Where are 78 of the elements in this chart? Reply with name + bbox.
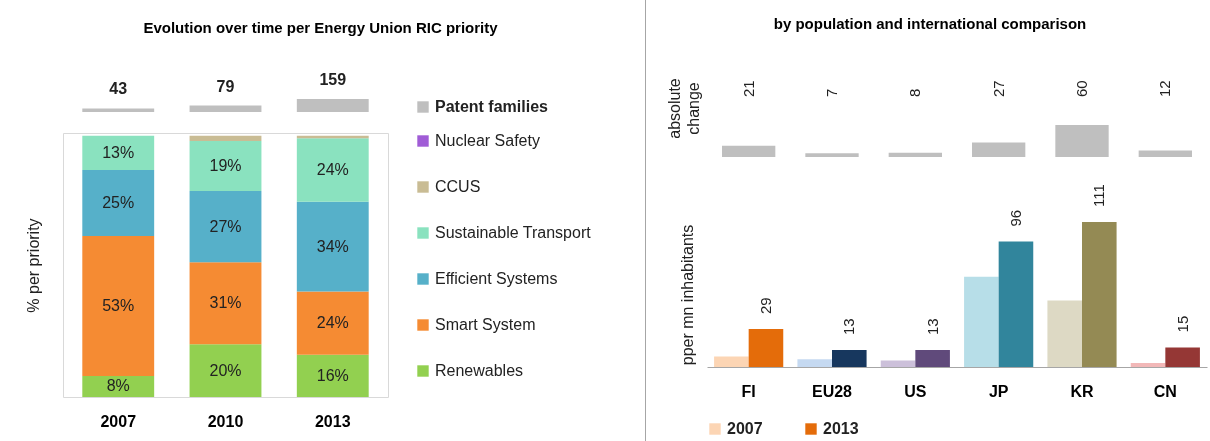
bar	[82, 235, 155, 376]
data-label: 27	[989, 80, 1007, 97]
bar	[797, 359, 832, 367]
legend-label: Renewables	[435, 362, 524, 379]
data-label: 12	[1156, 80, 1174, 97]
data-label: 60	[1073, 80, 1090, 97]
x-tick-label: JP	[988, 382, 1009, 400]
data-label: 27%	[209, 217, 242, 235]
legend-label: Patent families	[435, 98, 549, 115]
legend-label: Smart System	[435, 316, 536, 333]
data-label: 79	[216, 77, 235, 95]
legend-label: Nuclear Safety	[435, 132, 540, 149]
data-label: 53%	[102, 296, 135, 314]
bar	[1130, 363, 1166, 367]
data-label: 96	[1006, 209, 1024, 227]
bar	[972, 142, 1026, 157]
bar	[296, 291, 369, 355]
y-axis-title: % per priority	[24, 218, 42, 313]
data-label: 15	[1173, 315, 1191, 333]
x-tick-label: 2013	[314, 412, 351, 430]
data-label: 25%	[102, 193, 135, 211]
bar	[805, 153, 859, 157]
bar	[82, 135, 155, 170]
bar	[1082, 222, 1117, 367]
bar	[722, 145, 776, 157]
x-tick-label: KR	[1070, 382, 1094, 400]
data-label: 8%	[106, 377, 130, 395]
legend-label: Sustainable Transport	[435, 224, 592, 241]
chart-title: Evolution over time per Energy Union RIC priority	[143, 19, 499, 36]
bar	[189, 262, 262, 345]
x-tick-label: 2010	[207, 412, 244, 430]
data-label: 16%	[316, 366, 349, 384]
x-tick-label: EU28	[811, 382, 853, 400]
bar	[1055, 125, 1109, 157]
bar	[296, 138, 369, 202]
bar	[189, 140, 262, 192]
data-label: 29	[756, 297, 774, 315]
bar	[296, 354, 369, 397]
data-label: 13	[923, 318, 941, 336]
bar	[880, 360, 916, 367]
data-label: 159	[319, 71, 347, 88]
bar	[296, 201, 369, 292]
data-label: 31%	[209, 294, 242, 312]
data-label: 7	[823, 88, 840, 97]
data-label: 24%	[316, 160, 349, 178]
bar	[998, 241, 1034, 367]
data-label: 24%	[316, 314, 349, 332]
bar	[1138, 150, 1192, 157]
data-label: 111	[1090, 184, 1108, 207]
x-tick-label: US	[904, 382, 927, 400]
bar	[1165, 347, 1200, 367]
bar	[714, 356, 749, 367]
data-label: 19%	[209, 157, 242, 174]
x-tick-label: CN	[1153, 382, 1177, 400]
legend-label: CCUS	[435, 178, 481, 195]
bar	[189, 135, 262, 141]
x-tick-label: 2007	[100, 412, 137, 430]
bar	[888, 152, 942, 157]
data-label: 13	[840, 318, 858, 336]
bar	[964, 276, 999, 367]
data-label: 20%	[209, 361, 242, 379]
legend-label: Efficient Systems	[435, 270, 558, 287]
bar	[748, 329, 784, 367]
y-axis-title: pper mn inhabitants	[678, 224, 696, 366]
chart-title: by population and international comparison	[773, 14, 1087, 32]
data-label: 43	[109, 80, 128, 98]
bar	[82, 169, 155, 236]
bar	[189, 344, 262, 397]
data-label: 21	[739, 80, 757, 97]
data-label: 8	[906, 88, 924, 97]
data-label: 34%	[316, 237, 349, 255]
bar	[189, 191, 262, 263]
y-axis-title: absolute change	[665, 78, 702, 139]
x-tick-label: FI	[741, 382, 756, 400]
bar	[915, 350, 950, 367]
bar	[1047, 300, 1082, 367]
bar	[832, 350, 867, 367]
data-label: 13%	[102, 143, 135, 161]
